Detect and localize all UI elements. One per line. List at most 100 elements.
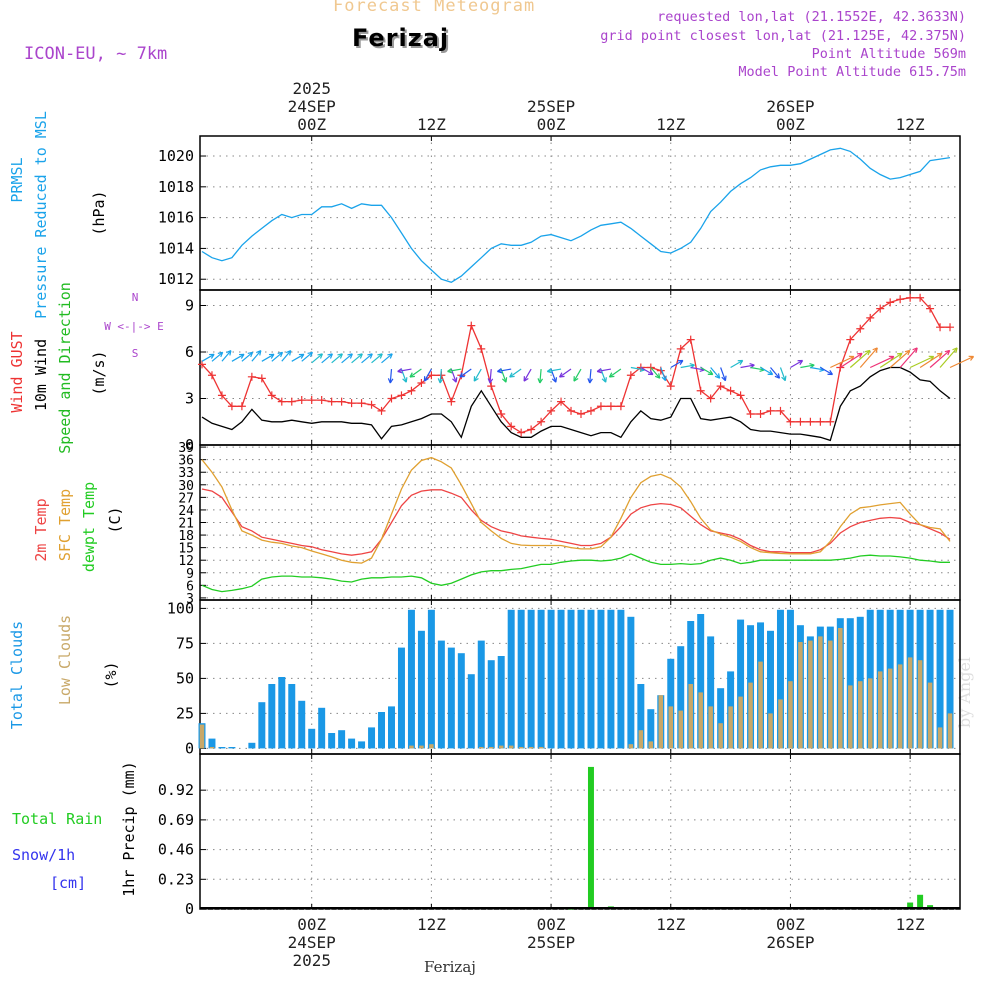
wind-gust-marker (946, 323, 955, 332)
wind-arrow-head (904, 349, 911, 356)
wind-arrow (869, 355, 895, 369)
low-clouds-bar (907, 657, 913, 749)
total-clouds-bar (597, 609, 605, 749)
wind-arrow (371, 353, 383, 364)
wind-gust-marker (916, 293, 925, 302)
wind-arrow (690, 366, 705, 371)
wind-arrow (291, 353, 305, 362)
time-label-top: 12Z (896, 115, 925, 134)
time-label-bottom: 2025 (292, 951, 331, 970)
wind-gust-marker (936, 323, 945, 332)
time-label-bottom: 12Z (417, 915, 446, 934)
wind-arrow-head (239, 353, 245, 359)
wind-arrow-head (277, 351, 284, 358)
time-label-bottom: 24SEP (288, 933, 336, 952)
wind-arrow (281, 350, 292, 362)
wind-gust-marker (557, 397, 566, 406)
low-clouds-bar (698, 692, 703, 749)
y-tick-label: 100 (167, 599, 194, 617)
total-clouds-bar (737, 619, 745, 749)
y-tick-label: 24 (178, 504, 194, 519)
time-label-top: 12Z (656, 115, 685, 134)
total-clouds-bar (318, 707, 326, 749)
wind-arrow-head (587, 378, 593, 384)
low-clouds-bar (947, 713, 953, 749)
wind-gust-marker (716, 382, 725, 391)
low-clouds-bar (858, 681, 863, 749)
wind-arrow (640, 366, 654, 376)
wind-arrow (800, 364, 815, 369)
wind-arrow (559, 368, 572, 378)
wind-gust-marker (307, 396, 316, 405)
panel-frame (199, 753, 961, 910)
low-clouds-bar (528, 747, 534, 749)
wind-arrow-head (661, 375, 667, 382)
wind-arrow-head (968, 355, 975, 361)
wind-arrow (770, 367, 780, 379)
wind-arrow (321, 353, 333, 364)
y-tick-label: 0.92 (158, 781, 194, 799)
total-clouds-bar (308, 728, 316, 749)
wind-arrow-head (864, 349, 871, 356)
time-label-top: 24SEP (288, 97, 336, 116)
total-clouds-bar (348, 738, 356, 749)
panel-precip (199, 753, 961, 910)
total-clouds-bar (697, 614, 705, 749)
low-clouds-bar (479, 747, 484, 749)
low-clouds-bar (848, 685, 853, 749)
time-label-bottom: 25SEP (527, 933, 575, 952)
total-clouds-bar (846, 618, 854, 749)
time-label-top: 12Z (417, 115, 446, 134)
wind-gust-marker (477, 344, 486, 353)
wind-arrow-head (781, 375, 787, 382)
wind-arrow (740, 364, 755, 369)
wind-arrow (351, 353, 363, 364)
wind-arrow-head (397, 367, 403, 374)
wind-arrow-head (707, 369, 714, 376)
wind-arrow-head (452, 377, 458, 383)
wind-gust-marker (517, 428, 526, 437)
total-clouds-bar (717, 688, 725, 749)
panel-wind (197, 289, 961, 446)
wind-gust-marker (756, 410, 765, 418)
low-clouds-bar (668, 706, 674, 749)
wind-arrow (650, 367, 661, 379)
wind-gust-marker (377, 406, 386, 415)
wind-arrow-head (546, 367, 553, 374)
wind-gust-marker (467, 321, 476, 330)
y-tick-label: 50 (176, 669, 194, 687)
wind-arrow (397, 368, 412, 373)
wind-arrow (859, 347, 878, 368)
wind-arrow-head (327, 353, 333, 359)
precip-label: 1hr Precip (mm) (120, 761, 138, 896)
low-clouds-bar (778, 699, 783, 749)
wind-arrow-head (367, 353, 373, 359)
wind-gust-marker (906, 293, 915, 302)
low-clouds-bar (488, 747, 494, 749)
wind-arrow-head (247, 351, 254, 358)
wind-arrow-head (268, 353, 275, 359)
wind-arrow (497, 368, 512, 373)
total-clouds-bar (946, 609, 954, 749)
wind-arrow-head (573, 376, 579, 382)
low-clouds-bar (718, 723, 723, 749)
wind-arrow-head (608, 372, 615, 378)
prmsl-line (201, 147, 951, 284)
wind-arrow (939, 347, 958, 368)
y-tick-label: 0.23 (158, 870, 194, 888)
time-label-top: 26SEP (766, 97, 814, 116)
total-clouds-bar (338, 730, 346, 749)
wind-arrow-head (357, 353, 363, 359)
y-tick-label: 0 (185, 900, 194, 918)
compass-we: W <-|-> E (104, 320, 164, 333)
wind-gust-marker (257, 374, 266, 383)
time-label-bottom: 12Z (656, 915, 685, 934)
wind-arrow-head (298, 353, 305, 359)
low-clouds-bar (409, 745, 414, 749)
total-clouds-bar (487, 660, 495, 749)
wind-arrow (381, 353, 393, 364)
wind-gust-marker (267, 391, 276, 400)
footer-station: Ferizaj (424, 958, 476, 976)
total-clouds-bar (407, 609, 415, 749)
